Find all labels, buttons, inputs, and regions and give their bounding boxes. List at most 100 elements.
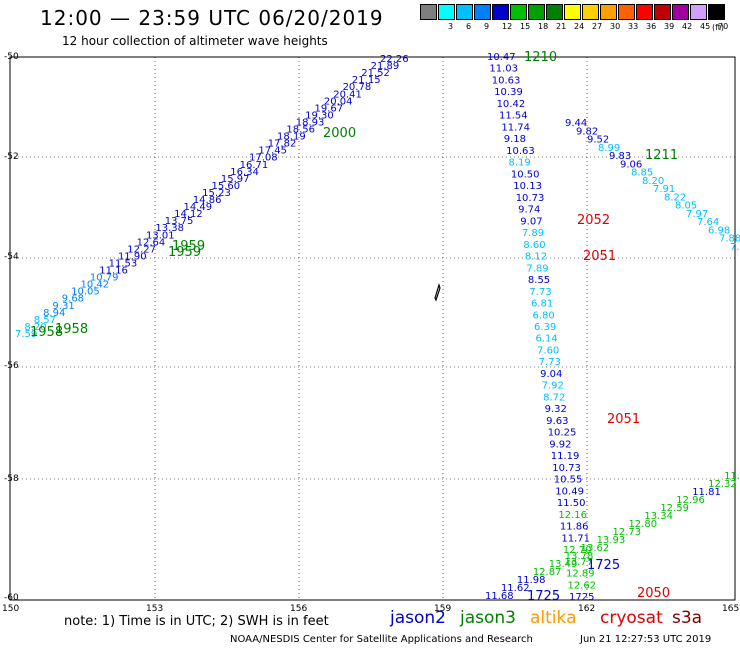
lat-label: -60 — [4, 593, 19, 603]
wave-height-label: 8.19 — [509, 158, 531, 169]
wave-height-label: 6.14 — [536, 334, 558, 345]
lat-label: -52 — [4, 152, 19, 162]
wave-height-label: 8.22 — [664, 192, 686, 203]
wave-height-label: 8.72 — [543, 392, 565, 403]
wave-height-label: 10.79 — [90, 273, 119, 284]
wave-height-label: 8.94 — [43, 308, 65, 319]
wave-height-label: 20.78 — [343, 82, 372, 93]
legend-swatch: 42 — [672, 4, 692, 31]
wave-height-label: 7.89 — [526, 263, 548, 274]
legend-swatch: 15 — [510, 4, 530, 31]
wave-height-label: 9.07 — [520, 216, 542, 227]
wave-height-label: 13.01 — [146, 230, 175, 241]
time-label: 1958 — [30, 325, 63, 340]
wave-height-label: 12.59 — [660, 503, 689, 514]
wave-height-label: 12.96 — [676, 495, 705, 506]
wave-height-label: 9.82 — [576, 126, 598, 137]
wave-height-label: 7.91 — [653, 184, 675, 195]
time-label: 1725 — [527, 589, 560, 604]
page-subtitle: 12 hour collection of altimeter wave hei… — [62, 34, 328, 48]
wave-height-label: 10.47 — [487, 52, 516, 63]
wave-height-label: 17.45 — [258, 146, 287, 157]
wave-height-label: 12.70 — [563, 545, 592, 556]
wave-height-label: 20.41 — [333, 89, 362, 100]
wave-height-label: 9.44 — [565, 118, 587, 129]
wave-height-label: 21.89 — [371, 61, 400, 72]
wave-height-label: 10.42 — [81, 280, 110, 291]
wave-height-label: 18.19 — [277, 132, 306, 143]
time-label: 2000 — [323, 126, 356, 141]
wave-height-label: 7.88 — [719, 234, 740, 245]
wave-height-label: 6.39 — [534, 322, 556, 333]
wave-height-label: 8.20 — [24, 322, 46, 333]
wave-height-label: 18.56 — [286, 125, 315, 136]
wave-height-label: 11.81 — [692, 487, 721, 498]
wave-height-label: 15.97 — [221, 174, 250, 185]
legend-swatch: 33 — [618, 4, 638, 31]
legend-label: 21 — [556, 22, 567, 31]
wave-height-label: 20.04 — [324, 96, 353, 107]
wave-height-label: 11.90 — [118, 251, 147, 262]
satellite-jason2: jason2 — [390, 608, 446, 628]
legend-label: 27 — [592, 22, 603, 31]
satellite-jason3: jason3 — [460, 608, 516, 628]
wave-height-label: 10.25 — [548, 428, 577, 439]
wave-height-label: 11.98 — [517, 575, 546, 586]
wave-height-label: 6.98 — [708, 225, 730, 236]
time-label: 2051 — [607, 412, 640, 427]
wave-height-label: 11.68 — [485, 591, 514, 602]
wave-height-label: 15.60 — [212, 181, 241, 192]
wave-height-label: 11.74 — [501, 122, 530, 133]
time-label: 1959 — [172, 239, 205, 254]
wave-height-label: 9.63 — [546, 416, 568, 427]
legend-swatch: 21 — [546, 4, 566, 31]
time-label: 1958 — [55, 322, 88, 337]
wave-height-label: 17.82 — [268, 139, 297, 150]
wave-height-label: 16.34 — [230, 167, 259, 178]
satellite-cryosat: cryosat — [600, 608, 663, 628]
wave-height-label: 1725 — [569, 592, 594, 603]
legend-label: 39 — [664, 22, 675, 31]
wave-height-label: 19.67 — [314, 103, 343, 114]
wave-height-label: 7.60 — [537, 345, 559, 356]
wave-height-label: 14.86 — [193, 195, 222, 206]
wave-height-label: 9.68 — [62, 294, 84, 305]
wave-height-label: 11.62 — [501, 583, 530, 594]
lon-label: 162 — [578, 604, 596, 614]
wave-height-label: 16.71 — [240, 160, 269, 171]
wave-height-label: 9.92 — [549, 439, 571, 450]
credit-line: NOAA/NESDIS Center for Satellite Applica… — [230, 634, 533, 645]
legend-swatch: 39 — [654, 4, 674, 31]
wave-height-label: 10.13 — [513, 181, 542, 192]
wave-height-label: 8.55 — [528, 275, 550, 286]
lon-label: 159 — [434, 604, 452, 614]
wave-height-label: 9.31 — [52, 301, 74, 312]
wave-height-label: 12.87 — [533, 567, 562, 578]
wave-height-label: 7.97 — [686, 209, 708, 220]
wave-height-label: 10.05 — [71, 287, 100, 298]
wave-height-label: 13.75 — [165, 216, 194, 227]
wave-height-label: 10.42 — [497, 99, 526, 110]
legend-swatch — [420, 4, 437, 20]
wave-height-label: 19.30 — [305, 110, 334, 121]
legend-swatch: 36 — [636, 4, 656, 31]
lat-label: -58 — [4, 474, 19, 484]
wave-height-label: 6.80 — [532, 310, 554, 321]
legend-swatch: 45 — [690, 4, 710, 31]
wave-height-label: 22.26 — [380, 54, 409, 65]
legend-label: 15 — [520, 22, 531, 31]
wave-height-label: 12.80 — [628, 519, 657, 530]
wave-height-label: 7.89 — [522, 228, 544, 239]
footer-note: note: 1) Time is in UTC; 2) SWH is in fe… — [64, 614, 329, 629]
wave-height-label: 9.06 — [620, 159, 642, 170]
wave-height-label: 9.83 — [609, 151, 631, 162]
wave-height-label: 9.52 — [587, 135, 609, 146]
wave-height-label: 13.77 — [564, 557, 593, 568]
wave-height-label: 13.62 — [581, 543, 610, 554]
wave-height-label: 12.27 — [127, 244, 156, 255]
wave-height-label: 8.85 — [631, 168, 653, 179]
wave-height-label: 7.59 — [15, 329, 37, 340]
wave-height-label: 13.93 — [597, 535, 626, 546]
wave-height-label: 11.19 — [551, 451, 580, 462]
legend-label: 18 — [538, 22, 549, 31]
